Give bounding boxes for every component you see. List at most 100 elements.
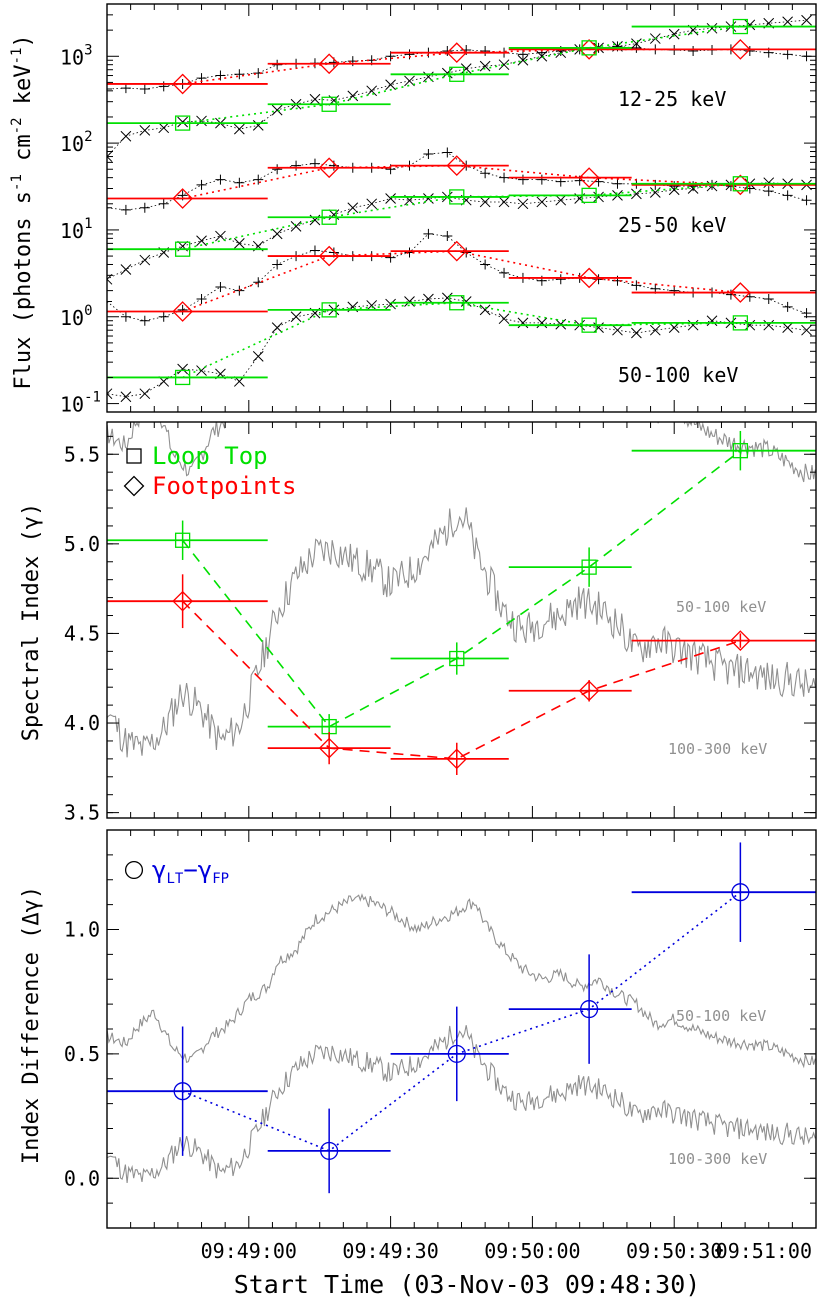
index-point xyxy=(581,559,597,575)
time-profile-point xyxy=(107,296,112,307)
time-profile-line xyxy=(107,233,807,322)
index-point xyxy=(449,650,465,667)
index-point xyxy=(318,737,340,759)
time-profile-line xyxy=(107,19,807,158)
time-profile-point xyxy=(64,91,74,101)
y-axis-label-index-difference: Index Difference (Δγ) xyxy=(19,886,44,1164)
index-plot-area xyxy=(107,422,816,775)
flux-point xyxy=(581,317,597,333)
diff-point xyxy=(173,1082,192,1101)
time-profile-point xyxy=(271,228,283,240)
flux-frame xyxy=(106,3,817,413)
time-profile-point xyxy=(309,245,320,256)
time-profile-point xyxy=(744,46,755,57)
legend-label: Footpoints xyxy=(152,472,297,500)
time-profile-point xyxy=(442,231,453,242)
time-profile-point xyxy=(177,116,188,128)
time-profile-point xyxy=(196,179,207,190)
time-profile-point xyxy=(782,301,793,312)
flux-point xyxy=(581,187,597,204)
time-profile-point xyxy=(347,202,359,214)
time-profile-point xyxy=(631,280,642,291)
time-profile-point xyxy=(801,14,812,26)
flux-y-tick-label: 102 xyxy=(60,129,93,156)
legend-marker-circle xyxy=(124,860,144,880)
x-tick-label: 09:51:00 xyxy=(716,1239,812,1263)
time-profile-point xyxy=(404,296,415,307)
time-profile-point xyxy=(196,294,207,305)
time-profile-point xyxy=(366,300,378,311)
time-profile-point xyxy=(271,104,283,116)
panel-flux: 10-1 100 101 102 103 12-25 keV 25-50 keV 50-100… xyxy=(60,3,817,417)
time-profile-line xyxy=(107,297,807,398)
time-profile-point xyxy=(234,69,245,80)
time-profile-point xyxy=(612,178,623,189)
time-profile-point xyxy=(649,324,661,336)
time-profile-point xyxy=(668,184,680,196)
time-profile-point xyxy=(480,168,491,179)
time-profile-point xyxy=(517,317,529,329)
index-y-tick-label: 5.5 xyxy=(64,442,100,466)
time-profile-point xyxy=(233,123,245,135)
flux-series-connector xyxy=(182,182,741,250)
flux-y-tick-label: 100 xyxy=(60,303,93,330)
annotation-100-300: 100-300 keV xyxy=(668,740,767,758)
time-profile-point xyxy=(291,160,302,171)
time-profile-point xyxy=(177,304,188,315)
time-profile-point xyxy=(252,350,264,362)
time-profile-point xyxy=(536,174,547,185)
y-axis-label-spectral-index: Spectral Index (γ) xyxy=(19,503,44,741)
axis-labels: Start Time (03-Nov-03 09:48:30) Flux (ph… xyxy=(9,34,700,1299)
band-label: 50-100 keV xyxy=(618,363,738,387)
time-profile-point xyxy=(442,46,453,57)
diff-frame xyxy=(106,829,817,1229)
time-profile-point xyxy=(233,238,245,249)
time-profile-point xyxy=(404,75,415,87)
time-profile-point xyxy=(234,177,245,188)
time-profile-point xyxy=(120,130,132,142)
flux-point xyxy=(578,267,600,289)
time-profile-point xyxy=(177,363,188,375)
flux-point xyxy=(449,189,465,205)
time-profile-point xyxy=(139,125,151,136)
flux-point xyxy=(321,96,337,112)
flux-point xyxy=(318,245,340,267)
x-axis-label: Start Time (03-Nov-03 09:48:30) xyxy=(234,1270,701,1299)
x-tick-label: 09:50:00 xyxy=(484,1239,580,1263)
time-profile-point xyxy=(536,317,548,329)
x-tick-label: 09:50:30 xyxy=(626,1239,722,1263)
time-profile-point xyxy=(120,311,131,322)
legend-marker xyxy=(126,448,142,464)
panel-index-difference: 0.0 0.5 1.0 09:49:00 09:49:30 09:50:00 09:50:3… xyxy=(64,829,817,1263)
flux-point xyxy=(732,18,749,35)
time-profile-point xyxy=(593,191,604,203)
time-profile-point xyxy=(460,296,472,307)
flux-point xyxy=(449,295,465,311)
time-profile-point xyxy=(215,70,226,81)
time-profile-point xyxy=(763,186,774,197)
time-profile-point xyxy=(499,267,510,278)
diff-point xyxy=(447,1044,466,1063)
time-profile-point xyxy=(688,46,699,57)
time-profile-point xyxy=(196,235,207,247)
time-profile-point xyxy=(782,190,793,201)
index-lightcurve-100-300 xyxy=(107,507,816,758)
time-profile-point xyxy=(631,42,642,53)
diff-point xyxy=(731,883,750,902)
time-profile-point xyxy=(782,49,793,60)
flux-point xyxy=(730,282,751,303)
time-profile-point xyxy=(612,324,623,336)
time-profile-point xyxy=(404,49,415,60)
time-profile-point xyxy=(366,198,378,210)
flux-point xyxy=(172,301,193,322)
time-profile-point xyxy=(460,63,472,75)
flux-point xyxy=(578,167,600,189)
time-profile-point xyxy=(668,28,680,40)
time-profile-point xyxy=(385,298,396,310)
time-profile-point xyxy=(139,315,150,326)
time-profile-point xyxy=(480,46,491,57)
time-profile-point xyxy=(309,93,321,105)
time-profile-point xyxy=(158,81,169,92)
time-profile-point xyxy=(499,172,510,183)
